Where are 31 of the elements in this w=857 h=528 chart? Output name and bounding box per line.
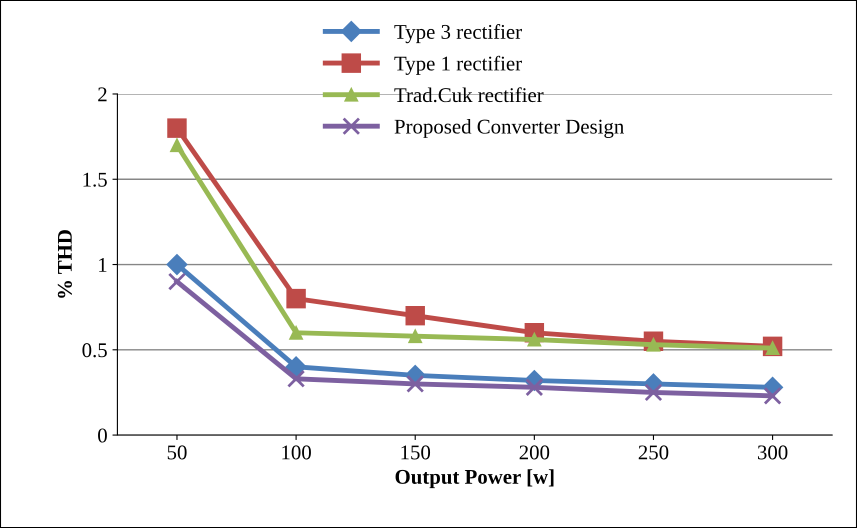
point [286,356,307,378]
y-tick-label: 0 [98,428,107,443]
y-axis-title: % THD [58,230,72,298]
point [167,118,187,138]
x-axis-title: Output Power [w] [396,469,554,488]
point [525,378,544,396]
y-tick-label: 0.5 [82,343,107,358]
point [170,138,184,152]
y-tick-label: 2 [98,87,107,102]
point [405,306,425,326]
point [408,329,422,344]
point [764,386,782,405]
y-tick-label: 1 [99,258,106,272]
legend-label: Type 3 rectifier [394,24,522,44]
legend-label: Trad.Cuk rectifier [394,87,544,102]
legend-label: Type 1 rectifier [394,56,522,75]
x-tick-label: 200 [520,445,550,460]
point [286,288,306,308]
point [166,254,188,276]
point [287,370,306,388]
x-tick-label: 150 [401,445,430,460]
point [168,272,186,291]
point [406,374,424,393]
legend-label: Proposed Converter Design [394,119,624,138]
x-tick-label: 100 [282,445,311,460]
y-tick-label: 1.5 [83,172,107,187]
x-tick-label: 250 [638,445,668,460]
point [644,383,662,402]
point [289,326,304,340]
x-tick-label: 50 [168,445,187,460]
x-tick-label: 300 [758,445,788,460]
